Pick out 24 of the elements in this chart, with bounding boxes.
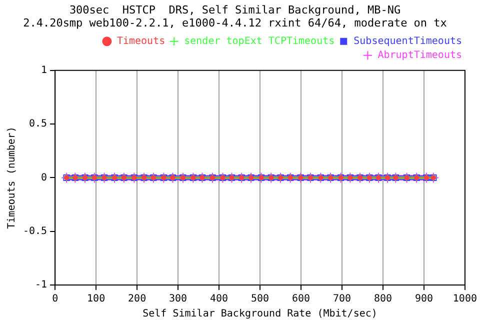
x-tick-label: 600 xyxy=(292,294,310,305)
y-axis-title: Timeouts (number) xyxy=(6,126,18,229)
legend-label: AbruptTimeouts xyxy=(378,50,462,61)
y-tick-label: 1 xyxy=(41,64,48,76)
x-tick-label: 700 xyxy=(332,294,352,305)
y-tick-label: -1 xyxy=(35,280,48,291)
x-tick-label: 800 xyxy=(374,294,392,305)
x-tick-label: 400 xyxy=(210,294,228,305)
x-axis-title: Self Similar Background Rate (Mbit/sec) xyxy=(142,308,378,320)
legend-label: SubsequentTimeouts xyxy=(354,36,462,47)
x-tick-label: 900 xyxy=(414,294,434,305)
y-tick-label: -0.5 xyxy=(22,226,48,237)
y-tick-label: 0.5 xyxy=(29,118,48,130)
legend-label: sender topExt TCPTimeouts xyxy=(184,36,335,47)
x-tick-label: 100 xyxy=(87,294,106,305)
chart-subtitle: 2.4.20smp web100-2.2.1, e1000-4.4.12 rxint 64/64, moderate on tx xyxy=(23,16,448,30)
y-tick-label: 0 xyxy=(41,172,48,184)
chart-title: 300sec HSTCP DRS, Self Similar Background, MB-NG xyxy=(69,3,401,16)
x-tick-label: 1000 xyxy=(452,294,478,305)
legend-label: Timeouts xyxy=(116,36,166,47)
x-tick-label: 0 xyxy=(52,294,58,305)
x-tick-label: 200 xyxy=(128,294,146,305)
x-tick-label: 500 xyxy=(250,294,270,305)
x-tick-label: 300 xyxy=(169,294,188,305)
